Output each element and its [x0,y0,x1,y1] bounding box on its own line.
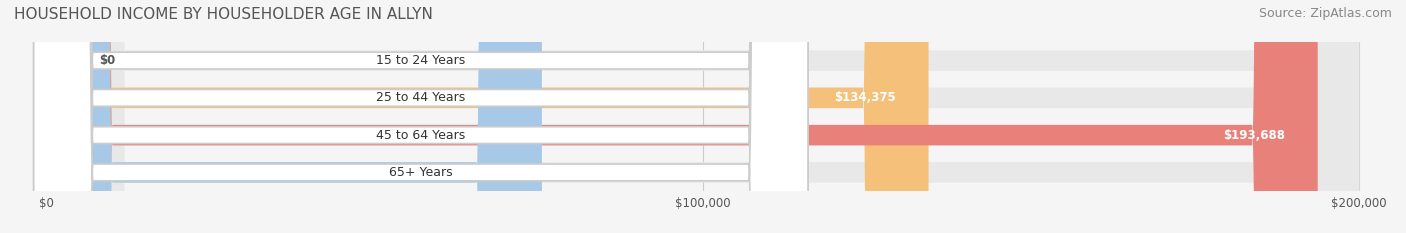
Text: $75,448: $75,448 [456,166,509,179]
Text: 15 to 24 Years: 15 to 24 Years [377,54,465,67]
Text: $0: $0 [100,54,115,67]
FancyBboxPatch shape [46,0,1360,233]
Text: HOUSEHOLD INCOME BY HOUSEHOLDER AGE IN ALLYN: HOUSEHOLD INCOME BY HOUSEHOLDER AGE IN A… [14,7,433,22]
Text: $134,375: $134,375 [834,91,896,104]
Text: Source: ZipAtlas.com: Source: ZipAtlas.com [1258,7,1392,20]
Text: $193,688: $193,688 [1223,129,1285,142]
FancyBboxPatch shape [46,0,1317,233]
FancyBboxPatch shape [34,0,808,233]
FancyBboxPatch shape [34,0,808,233]
FancyBboxPatch shape [46,0,60,233]
FancyBboxPatch shape [46,0,928,233]
FancyBboxPatch shape [46,0,1360,233]
Text: 45 to 64 Years: 45 to 64 Years [377,129,465,142]
FancyBboxPatch shape [46,0,541,233]
FancyBboxPatch shape [46,0,1360,233]
FancyBboxPatch shape [34,0,808,233]
FancyBboxPatch shape [46,0,1360,233]
FancyBboxPatch shape [34,0,808,233]
Text: 25 to 44 Years: 25 to 44 Years [377,91,465,104]
Text: 65+ Years: 65+ Years [389,166,453,179]
